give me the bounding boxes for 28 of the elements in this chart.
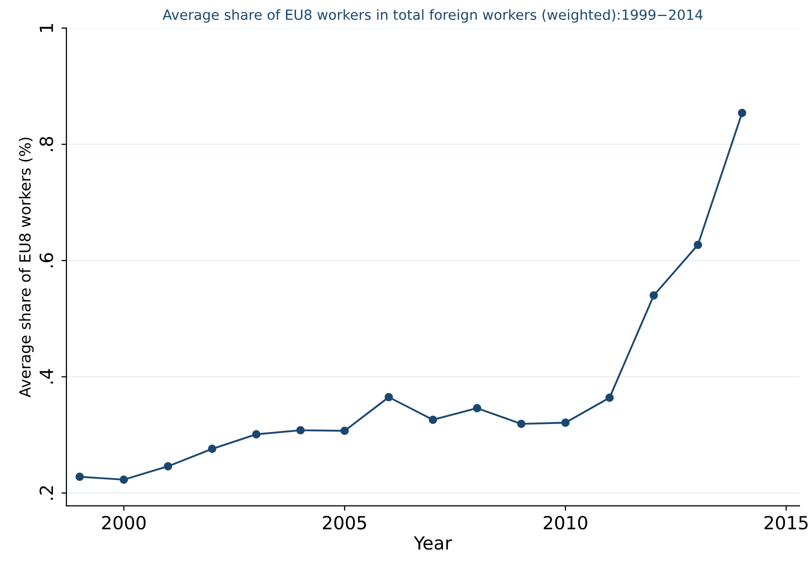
point: [517, 420, 526, 428]
chart-title: Average share of EU8 workers in total foreign workers (weighted):1999−2014: [162, 9, 703, 23]
y-tick-label: .6: [40, 253, 54, 268]
y-tick-label: .2: [40, 486, 53, 500]
point: [738, 108, 746, 118]
point: [252, 430, 260, 438]
x-tick-label: 2000: [102, 516, 146, 530]
y-tick-label: 1: [40, 24, 53, 32]
point: [472, 404, 482, 412]
point: [208, 444, 216, 454]
point: [428, 416, 438, 424]
y-tick-label: .8: [40, 136, 54, 152]
x-tick-label: 2015: [764, 516, 808, 530]
point: [164, 462, 172, 470]
point: [384, 392, 393, 402]
x-axis-title: Year: [414, 536, 452, 550]
x-tick-label: 2010: [544, 516, 588, 530]
y-tick-label: .4: [40, 369, 53, 384]
x-tick-label: 2005: [322, 516, 366, 530]
point: [605, 394, 614, 402]
point: [76, 472, 84, 481]
point: [650, 291, 658, 300]
point: [561, 418, 570, 427]
point: [340, 426, 349, 435]
point: [120, 475, 128, 484]
point: [694, 240, 702, 250]
point: [296, 426, 305, 434]
y-axis-title: Average share of EU8 workers (%): [18, 138, 34, 398]
